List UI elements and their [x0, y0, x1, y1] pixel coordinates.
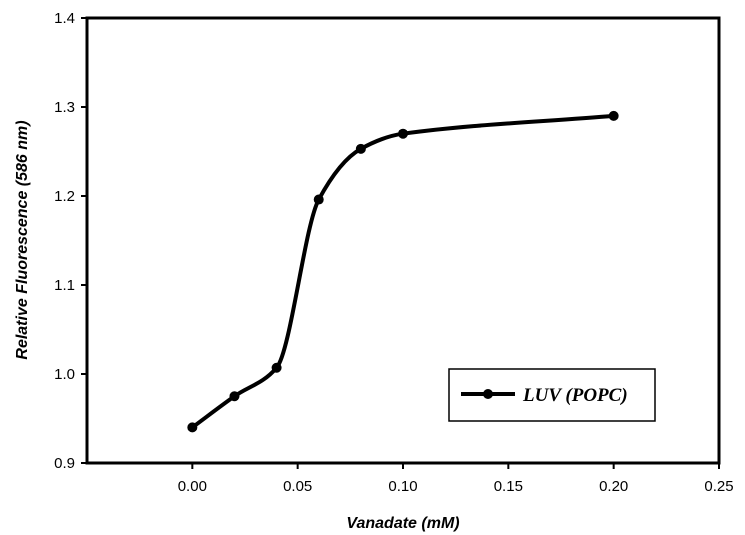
y-axis-title: Relative Fluorescence (586 nm) — [14, 120, 31, 359]
legend: LUV (POPC) — [448, 368, 656, 422]
data-point — [398, 128, 408, 139]
series-points — [187, 110, 619, 433]
x-tick-label: 0.00 — [178, 478, 207, 495]
x-tick-label: 0.05 — [283, 478, 312, 495]
x-axis-ticks: 0.00 0.05 0.10 0.15 0.20 0.25 — [178, 463, 734, 495]
x-tick-label: 0.25 — [704, 478, 733, 495]
y-axis-ticks: 0.9 1.0 1.1 1.2 1.3 1.4 — [54, 10, 87, 472]
x-tick-label: 0.15 — [494, 478, 523, 495]
data-point — [187, 422, 198, 433]
y-tick-label: 1.1 — [54, 277, 75, 294]
x-tick-label: 0.20 — [599, 478, 628, 495]
y-tick-label: 1.4 — [54, 10, 75, 27]
legend-marker — [483, 389, 493, 399]
y-tick-label: 1.2 — [54, 188, 75, 205]
y-tick-label: 1.3 — [54, 99, 75, 116]
legend-label: LUV (POPC) — [522, 385, 628, 406]
data-point — [271, 362, 282, 373]
data-point — [355, 143, 366, 154]
x-axis-title: Vanadate (mM) — [346, 515, 459, 532]
data-point — [313, 194, 324, 205]
y-tick-label: 0.9 — [54, 455, 75, 472]
x-tick-label: 0.10 — [388, 478, 417, 495]
data-point — [608, 110, 619, 121]
y-tick-label: 1.0 — [54, 366, 75, 383]
data-point — [229, 391, 240, 402]
